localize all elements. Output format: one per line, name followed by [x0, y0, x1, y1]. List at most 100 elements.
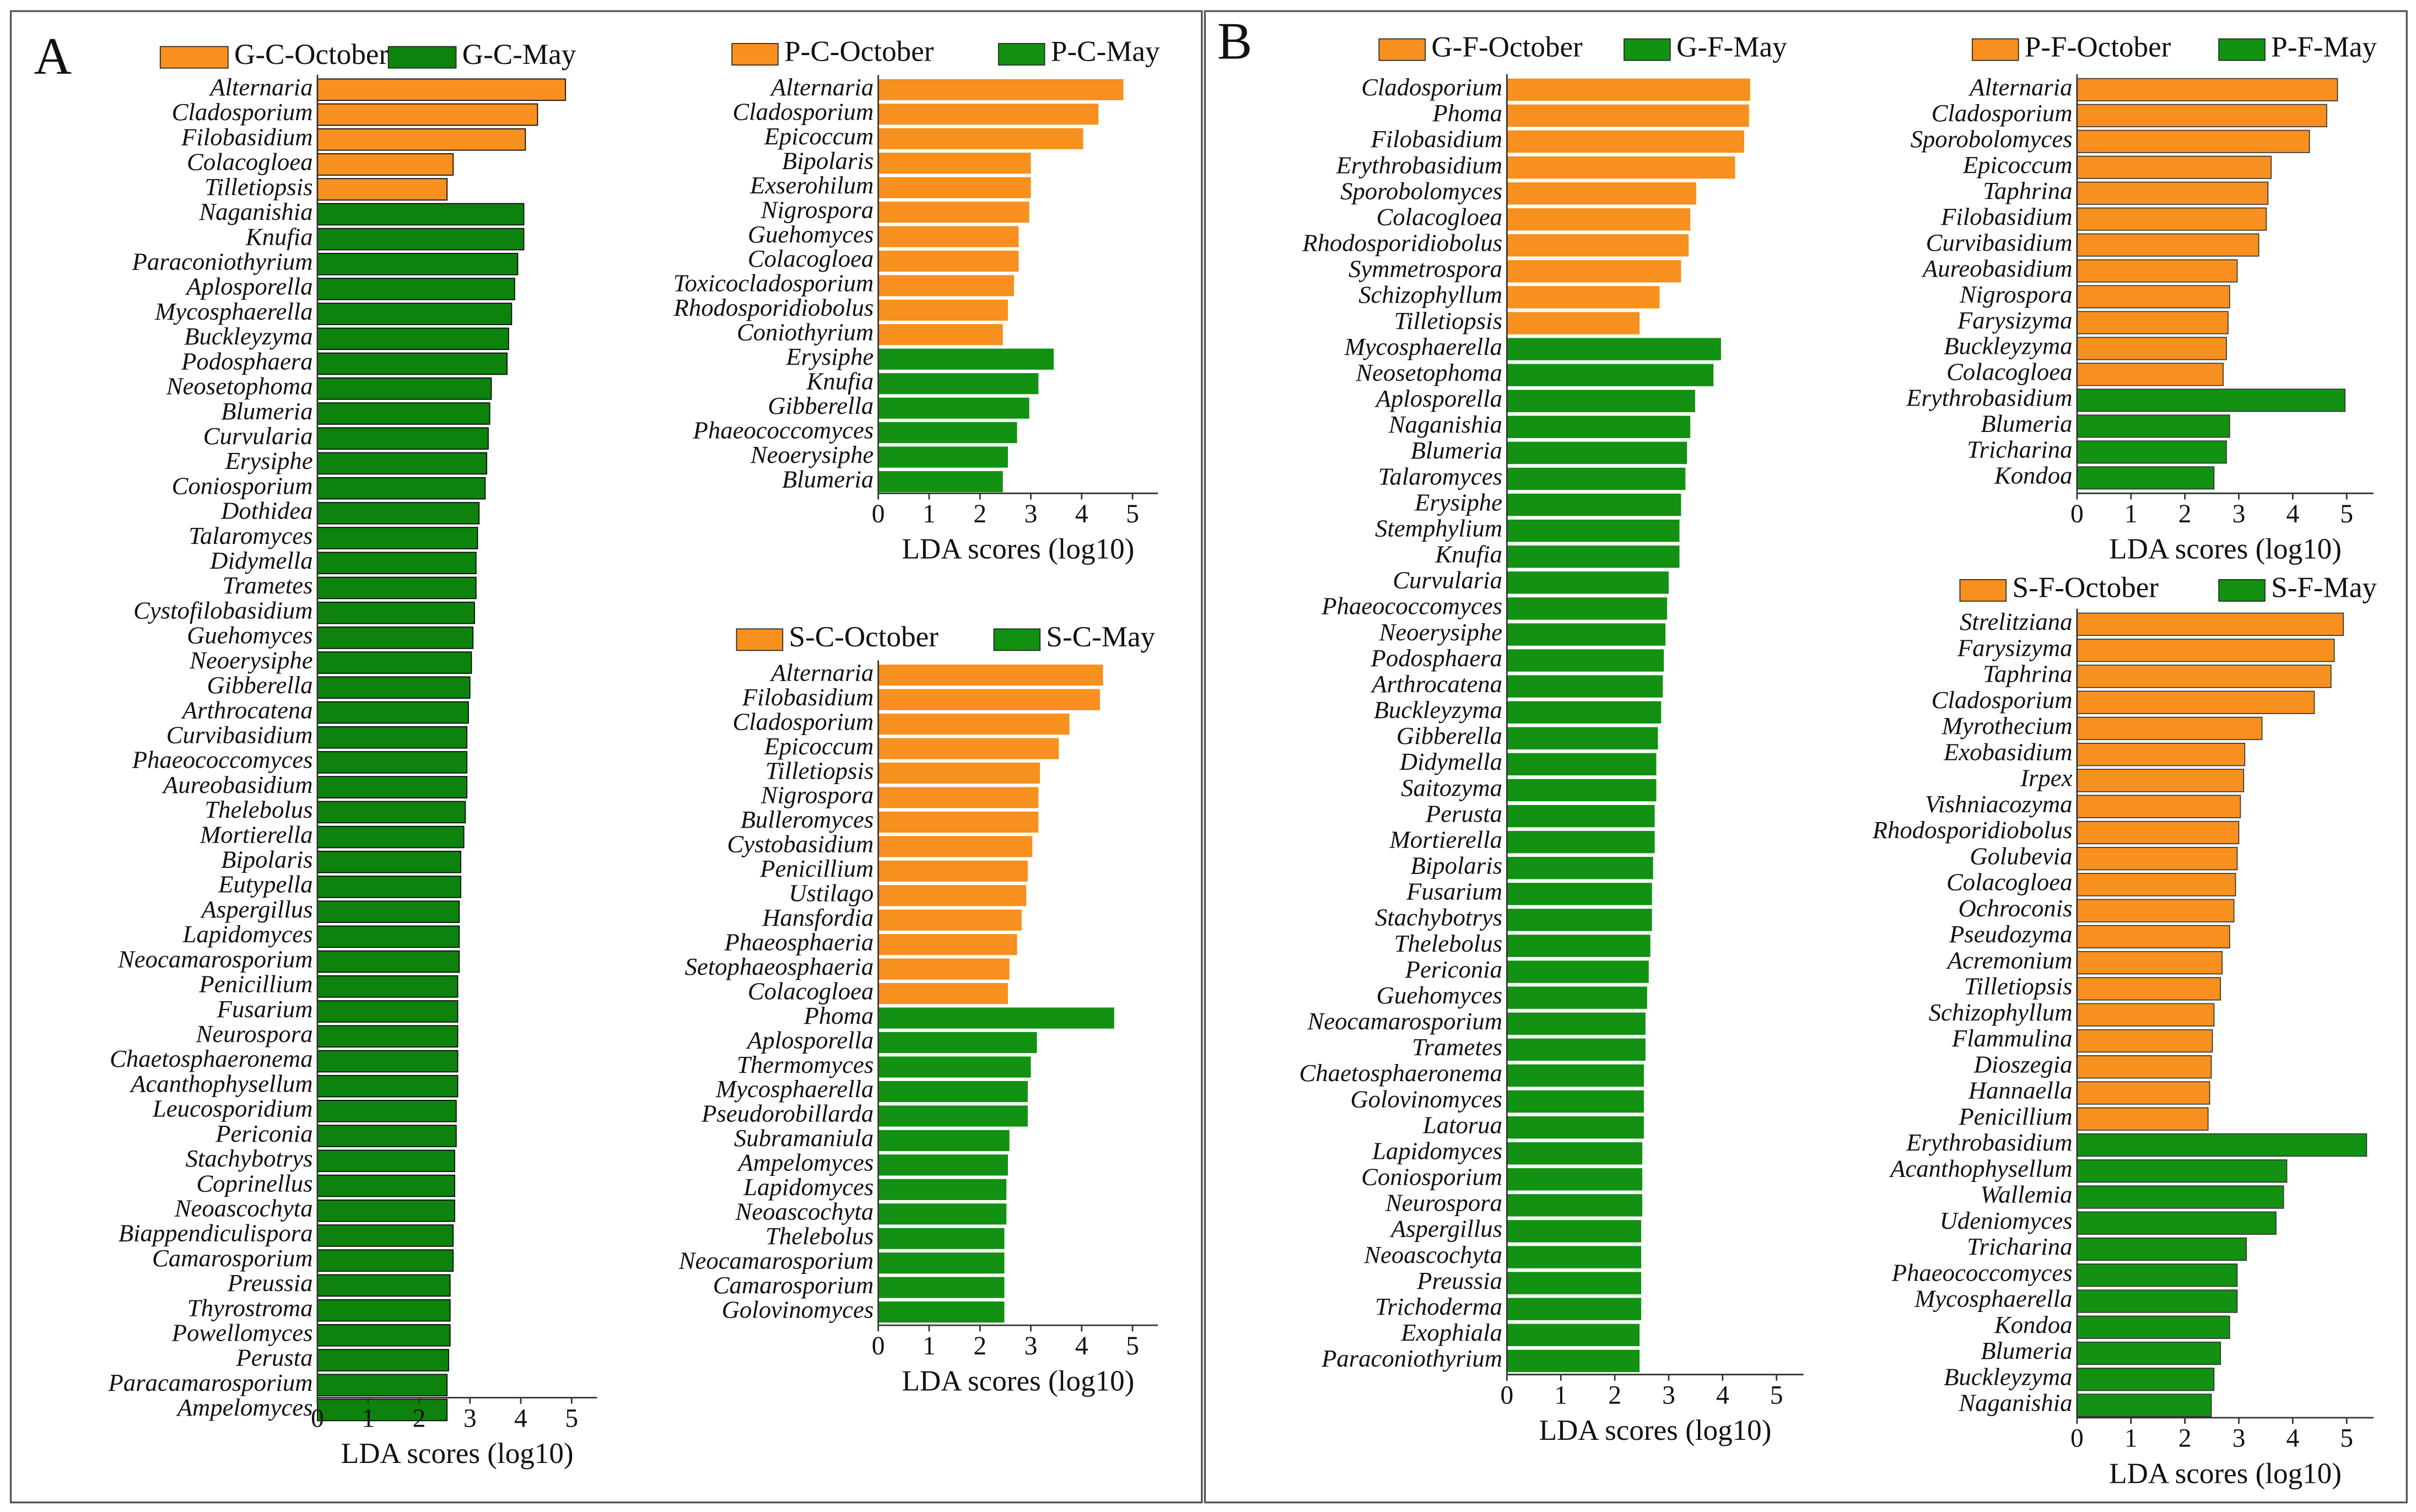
category-label: Erysiphe: [225, 447, 313, 474]
bar: [2077, 155, 2272, 179]
x-tick-label: 4: [2286, 500, 2299, 528]
category-label: Colacogloea: [748, 977, 874, 1005]
category-label: Naganishia: [1958, 1389, 2072, 1417]
x-tick-label: 2: [2178, 500, 2192, 528]
category-label: Gibberella: [768, 392, 873, 419]
category-label: Aplosporella: [1374, 385, 1502, 412]
category-label: Stachybotrys: [186, 1144, 313, 1172]
category-label: Latorua: [1422, 1111, 1502, 1138]
bar: [2077, 1159, 2288, 1183]
bar: [317, 1324, 451, 1347]
bar: [317, 502, 480, 525]
panel-frame: [1204, 10, 2408, 1504]
bar: [317, 1000, 459, 1023]
bar: [878, 665, 1103, 686]
panel-label: B: [1217, 12, 1252, 70]
bar: [317, 627, 474, 649]
bar: [2077, 665, 2332, 688]
bar: [878, 787, 1039, 808]
bar: [2077, 612, 2344, 636]
category-label: Rhodosporidiobolus: [1302, 229, 1502, 257]
category-label: Buckleyzyma: [1374, 696, 1502, 723]
bar: [2077, 104, 2327, 127]
category-label: Neocamarosporium: [117, 945, 313, 973]
x-tick-label: 0: [872, 500, 885, 528]
category-label: Cladosporium: [1932, 99, 2073, 127]
bar: [2077, 233, 2259, 257]
bar: [317, 402, 490, 425]
x-tick-label: 5: [1126, 1332, 1139, 1360]
category-label: Mycosphaerella: [154, 298, 312, 325]
bar: [2077, 285, 2230, 309]
bar: [2077, 181, 2269, 205]
x-axis-label: LDA scores (log10): [2109, 533, 2342, 565]
panel-frame: [9, 10, 1203, 1504]
category-label: Periconia: [215, 1120, 312, 1147]
bar: [878, 1154, 1008, 1176]
legend-label: P-F-October: [2025, 31, 2171, 63]
legend-label: P-F-May: [2271, 31, 2377, 63]
category-label: Blumeria: [1981, 1337, 2072, 1364]
category-label: Podosphaera: [1371, 644, 1503, 672]
category-label: Cladosporium: [1361, 73, 1502, 101]
bar: [1507, 830, 1655, 854]
bar: [317, 1274, 451, 1297]
category-label: Nigrospora: [1959, 280, 2073, 308]
category-label: Didymella: [1399, 748, 1502, 775]
category-label: Neocamarosporium: [1307, 1007, 1502, 1035]
x-tick-label: 3: [1662, 1381, 1675, 1410]
category-label: Colacogloea: [1946, 868, 2073, 896]
bar: [1507, 1272, 1642, 1294]
bar: [317, 128, 526, 151]
category-label: Hansfordia: [762, 904, 873, 931]
category-label: Aplosporella: [746, 1026, 873, 1054]
category-label: Cystobasidium: [727, 830, 873, 858]
category-label: Preussia: [227, 1269, 313, 1297]
bar: [317, 975, 459, 998]
category-label: Chaetosphaeronema: [1299, 1059, 1502, 1087]
category-label: Buckleyzyma: [1944, 1363, 2072, 1390]
category-label: Kondoa: [1994, 1311, 2073, 1338]
bar: [317, 153, 454, 176]
category-label: Naganishia: [198, 198, 312, 225]
bar: [878, 446, 1008, 468]
legend-label: S-C-October: [789, 621, 939, 653]
bar: [317, 278, 515, 300]
bar: [878, 373, 1039, 395]
bar: [2077, 977, 2221, 1001]
category-label: Preussia: [1416, 1267, 1502, 1294]
bar: [1507, 312, 1640, 334]
category-label: Erysiphe: [1414, 488, 1502, 516]
bar: [1507, 467, 1686, 490]
category-label: Mortierella: [1389, 825, 1503, 853]
x-axis-label: LDA scores (log10): [2109, 1457, 2342, 1489]
bar: [878, 397, 1029, 419]
category-label: Bipolaris: [782, 147, 873, 174]
category-label: Colacogloea: [187, 148, 313, 176]
category-label: Pseudozyma: [1949, 920, 2073, 948]
category-label: Tilletiopsis: [1394, 307, 1502, 334]
bar: [317, 701, 469, 724]
category-label: Powellomyces: [171, 1319, 313, 1347]
category-label: Cladosporium: [732, 708, 873, 735]
category-label: Phoma: [1432, 99, 1502, 127]
category-label: Hannaella: [1968, 1077, 2073, 1104]
category-label: Coprinellus: [196, 1169, 312, 1197]
bar: [317, 203, 525, 226]
category-label: Golovinomyces: [1350, 1085, 1502, 1113]
bar: [1507, 675, 1663, 698]
category-label: Neoascochyta: [1363, 1241, 1502, 1268]
legend-swatch: [731, 43, 779, 66]
bar: [1507, 1349, 1640, 1373]
bar: [1507, 78, 1750, 101]
category-label: Knufia: [245, 223, 313, 250]
legend-swatch: [1971, 38, 2019, 61]
category-label: Filobasidium: [181, 123, 313, 150]
x-tick-label: 5: [1126, 500, 1139, 528]
category-label: Tricharina: [1967, 436, 2072, 463]
category-label: Udeniomyces: [1940, 1207, 2073, 1234]
category-label: Sporobolomyces: [1340, 177, 1502, 204]
bar: [2077, 78, 2338, 101]
legend-label: G-C-October: [234, 39, 389, 71]
legend-swatch: [997, 43, 1045, 66]
